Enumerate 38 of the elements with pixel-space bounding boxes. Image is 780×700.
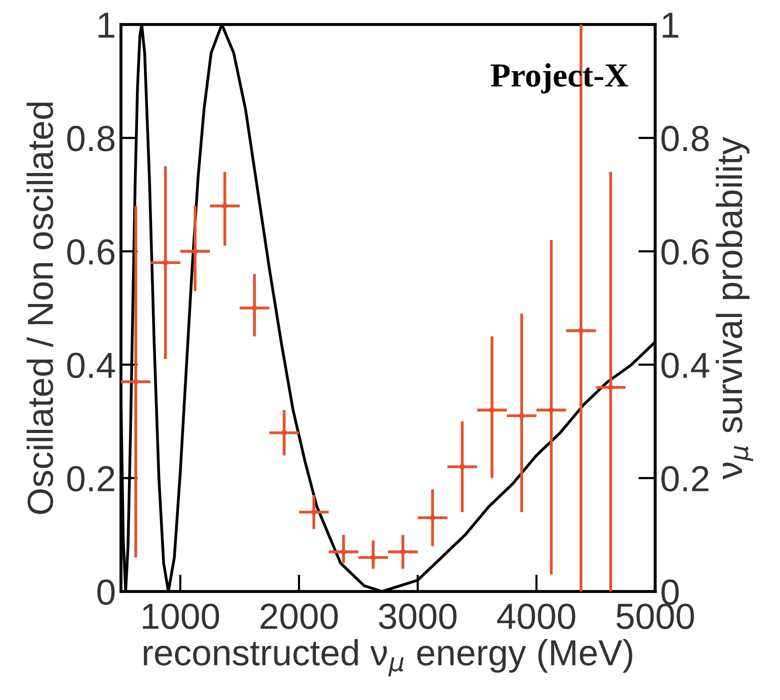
point (430, 515, 436, 521)
point (608, 384, 614, 390)
point (518, 412, 524, 419)
y-tick-label: 1 (98, 12, 114, 38)
point (252, 305, 258, 311)
y2-tick-label: 0 (661, 579, 679, 605)
point (132, 378, 139, 384)
y-tick-label: 0 (97, 579, 115, 605)
y-tick-label: 0.8 (67, 126, 114, 152)
point (192, 248, 198, 254)
x-tick-label: 1000 (142, 604, 220, 630)
point (548, 407, 554, 413)
y-tick-label: 0.6 (67, 239, 114, 265)
x-axis-title: reconstructed ν$_{μ}$ energy (MeV) (144, 639, 632, 676)
line-series (120, 24, 656, 592)
point (459, 464, 466, 470)
y2-tick-label: 0.6 (661, 239, 709, 265)
y2-tick-label: 1 (662, 12, 678, 38)
y-tick-label: 0.4 (67, 352, 115, 378)
point (400, 549, 406, 555)
y-tick-label: 0.2 (67, 466, 114, 492)
y2-tick-label: 0.8 (661, 126, 709, 152)
x-tick-label: 3000 (378, 604, 456, 630)
x-tick-label: 5000 (616, 604, 694, 630)
x-tick-label: 2000 (260, 604, 338, 630)
point (311, 509, 317, 515)
y-axis-title: Oscillated / Non oscillated (26, 102, 54, 514)
point (578, 328, 584, 334)
point (162, 260, 168, 266)
y2-axis-title: ν$_{μ}$ survival probability (716, 136, 754, 480)
point (222, 203, 228, 209)
point (281, 430, 287, 436)
point (340, 549, 346, 555)
x-tick-label: 4000 (497, 604, 576, 630)
point (489, 407, 495, 413)
point (370, 554, 376, 560)
y2-tick-label: 0.4 (661, 352, 710, 378)
y2-tick-label: 0.2 (661, 466, 708, 492)
